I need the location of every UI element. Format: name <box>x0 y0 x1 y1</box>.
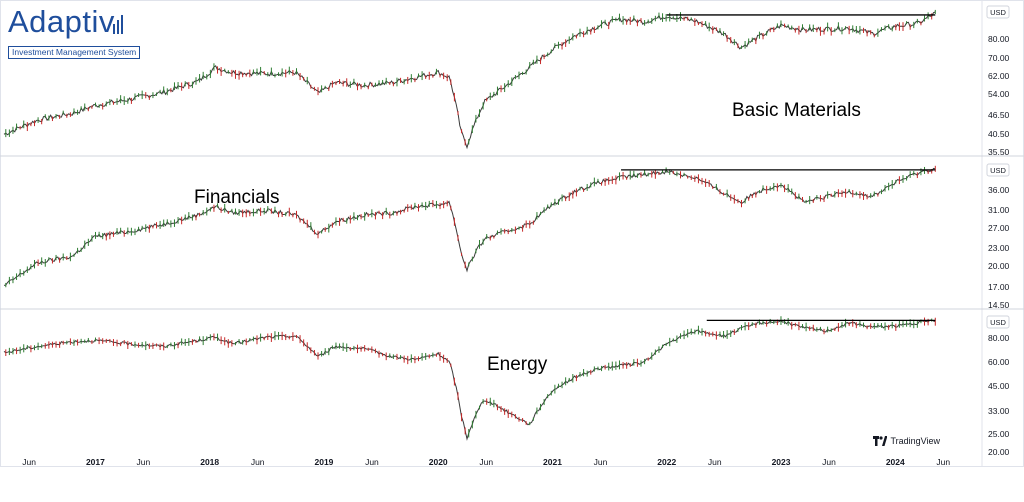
logo-bars-icon <box>113 15 123 34</box>
x-tick-label: 2021 <box>543 457 562 467</box>
x-tick-label: 2023 <box>772 457 791 467</box>
pane-3: USD 80.00 60.00 45.00 33.00 25.00 20.00 Energy <box>3 315 1010 457</box>
y-tick-label: 25.00 <box>988 429 1010 439</box>
y-tick-label: 33.00 <box>988 406 1010 416</box>
currency-label: USD <box>990 8 1006 17</box>
x-tick-label: 2017 <box>86 457 105 467</box>
y-tick-label: 46.50 <box>988 110 1010 120</box>
logo-tagline: Investment Management System <box>8 46 141 59</box>
y-tick-label: 80.00 <box>988 333 1010 343</box>
y-tick-label: 62.00 <box>988 71 1010 81</box>
currency-badge <box>986 315 1010 329</box>
y-tick-label: 17.00 <box>988 282 1010 292</box>
tradingview-label: TradingView <box>890 436 940 446</box>
y-tick-label: 40.50 <box>988 129 1010 139</box>
y-tick-label: 31.00 <box>988 205 1010 215</box>
x-tick-label: 2019 <box>314 457 333 467</box>
x-tick-label: 2020 <box>429 457 448 467</box>
logo-wordmark: Adaptiv <box>8 4 115 39</box>
y-tick-label: 27.00 <box>988 223 1010 233</box>
x-tick-label: 2018 <box>200 457 219 467</box>
y-tick-label: 70.00 <box>988 53 1010 63</box>
price-series-line <box>3 319 936 441</box>
y-tick-label: 80.00 <box>988 34 1010 44</box>
tradingview-watermark: TradingView <box>873 436 940 446</box>
x-tick-label: Jun <box>479 457 493 467</box>
price-series-line <box>3 11 936 150</box>
tradingview-logo-icon <box>873 436 888 446</box>
price-series-line <box>3 167 936 286</box>
y-tick-label: 35.50 <box>988 147 1010 157</box>
y-tick-label: 36.00 <box>988 185 1010 195</box>
sector-label: Energy <box>487 354 548 375</box>
x-tick-label: Jun <box>251 457 265 467</box>
currency-badge <box>986 163 1010 177</box>
x-tick-label: Jun <box>936 457 950 467</box>
sector-label: Basic Materials <box>732 100 861 121</box>
chart-frame <box>0 0 1024 467</box>
x-tick-label: Jun <box>822 457 836 467</box>
currency-label: USD <box>990 166 1006 175</box>
y-tick-label: 54.00 <box>988 89 1010 99</box>
pane-2: USD 36.00 31.00 27.00 23.00 20.00 17.00 14.50 Fi… <box>3 163 1010 310</box>
y-tick-label: 14.50 <box>988 300 1010 310</box>
pane-1: USD 80.00 70.00 62.00 54.00 46.50 40.50 35.50 Ba… <box>3 5 1010 157</box>
x-tick-label: Jun <box>137 457 151 467</box>
x-tick-label: Jun <box>365 457 379 467</box>
y-tick-label: 20.00 <box>988 447 1010 457</box>
y-tick-label: 23.00 <box>988 243 1010 253</box>
x-tick-label: Jun <box>594 457 608 467</box>
adaptiv-logo: Adaptiv Investment Management System <box>8 4 141 59</box>
currency-badge <box>986 5 1010 19</box>
x-tick-label: 2024 <box>886 457 905 467</box>
currency-label: USD <box>990 318 1006 327</box>
x-tick-label: Jun <box>22 457 36 467</box>
x-tick-label: 2022 <box>657 457 676 467</box>
sector-label: Financials <box>194 187 280 208</box>
y-tick-label: 20.00 <box>988 261 1010 271</box>
y-tick-label: 60.00 <box>988 357 1010 367</box>
x-tick-label: Jun <box>708 457 722 467</box>
y-tick-label: 45.00 <box>988 381 1010 391</box>
